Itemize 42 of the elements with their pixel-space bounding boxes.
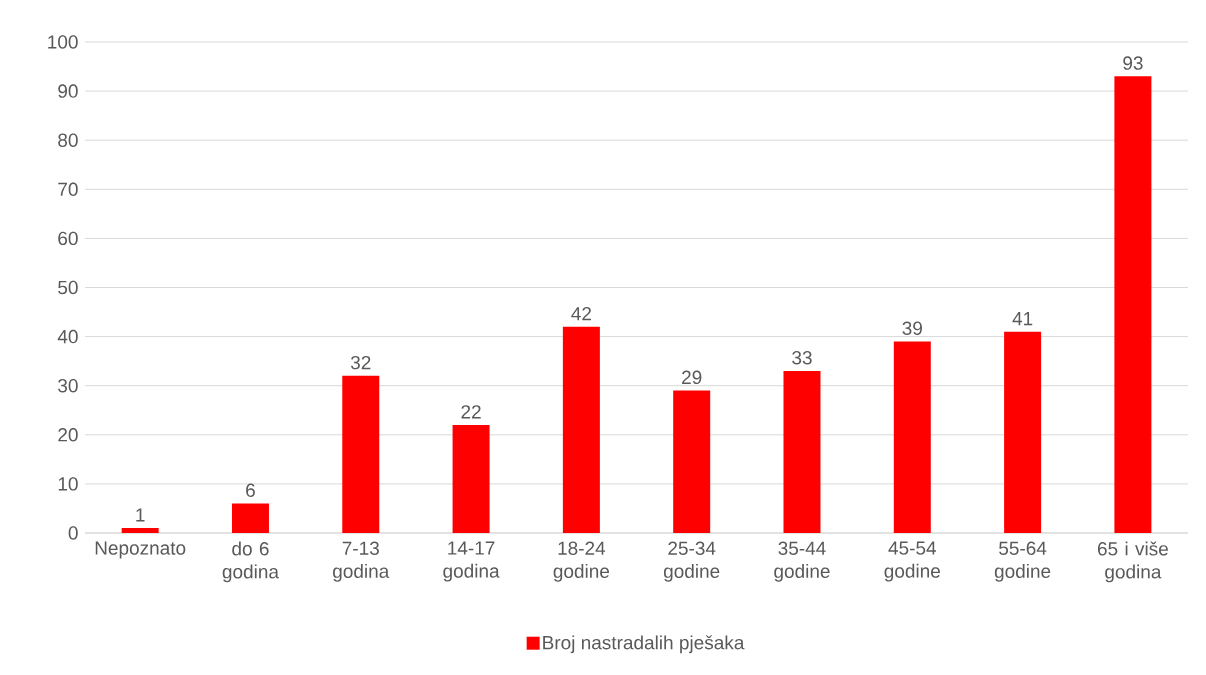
x-tick-label: 55-64 godine [994, 541, 1051, 582]
data-label: 29 [682, 370, 702, 385]
x-tick-label: 65 i više godina [1097, 541, 1168, 583]
y-tick-label: 90 [58, 84, 78, 98]
y-tick-label: 70 [58, 182, 78, 197]
bar [452, 424, 490, 533]
bar [121, 528, 159, 533]
y-tick-label: 50 [58, 280, 78, 295]
x-tick-label: 35-44 godine [774, 541, 830, 582]
data-label: 22 [461, 405, 481, 419]
y-tick-label: 30 [58, 378, 78, 393]
y-tick-label: 10 [58, 477, 78, 491]
y-tick-label: 40 [57, 329, 78, 344]
data-label: 33 [792, 350, 812, 365]
y-tick-label: 80 [58, 133, 78, 147]
x-tick-label: do 6 godina [222, 541, 279, 583]
x-tick-label: 14-17 godina [443, 541, 500, 582]
bar [562, 326, 600, 533]
x-tick-label: 18-24 godine [553, 541, 610, 582]
x-tick-label: 7-13 godina [333, 541, 390, 582]
y-tick-label: 60 [58, 231, 78, 246]
x-tick-label: 25-34 godine [663, 541, 720, 582]
data-label: 41 [1012, 312, 1033, 326]
legend-label: Broj nastradalih pješaka [543, 635, 745, 654]
bar [1004, 331, 1042, 533]
bar [342, 375, 380, 533]
data-label: 32 [350, 355, 371, 370]
data-label: 1 [136, 508, 145, 522]
bar [893, 341, 931, 533]
data-label: 39 [902, 321, 922, 335]
x-tick-label: 45-54 godine [884, 541, 940, 582]
bar [673, 390, 711, 533]
y-tick-label: 100 [48, 35, 78, 49]
x-tick-label: Nepoznato [95, 541, 186, 559]
bar [231, 503, 269, 533]
bar [1114, 76, 1152, 533]
data-label: 6 [246, 483, 255, 497]
data-label: 42 [571, 306, 591, 321]
y-tick-label: 0 [68, 526, 78, 540]
bar [783, 370, 821, 533]
data-label: 93 [1123, 56, 1143, 70]
y-tick-label: 20 [58, 428, 78, 442]
